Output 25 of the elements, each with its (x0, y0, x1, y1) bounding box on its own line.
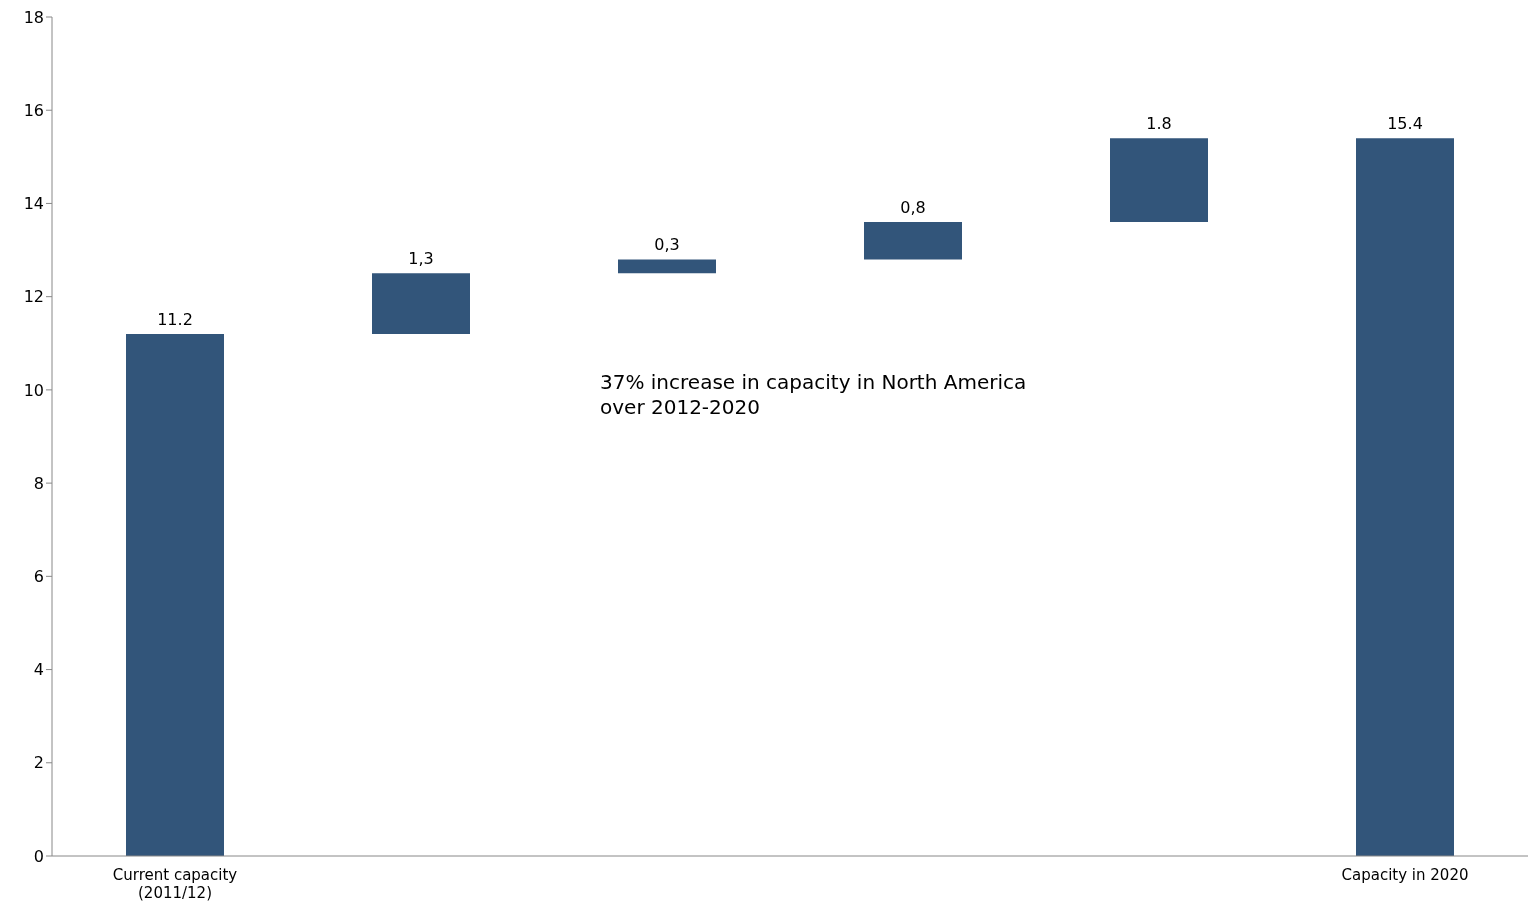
y-tick-label: 4 (33, 660, 44, 680)
y-tick-label: 18 (23, 7, 44, 27)
bar (1356, 138, 1454, 856)
y-tick-label: 14 (23, 194, 44, 214)
data-label: 1.8 (1146, 114, 1172, 134)
data-label: 0,8 (900, 198, 926, 218)
bar (864, 222, 962, 260)
y-tick-label: 16 (23, 100, 44, 120)
y-tick-label: 8 (33, 473, 44, 493)
y-tick-label: 2 (33, 753, 44, 773)
y-tick-label: 6 (33, 567, 44, 587)
y-tick-label: 12 (23, 287, 44, 307)
data-label: 11.2 (157, 309, 193, 329)
data-label: 15.4 (1387, 114, 1423, 134)
y-tick-label: 0 (33, 846, 44, 866)
bar (126, 333, 224, 856)
data-label: 0,3 (654, 235, 680, 255)
bar (372, 273, 470, 334)
data-label: 1,3 (408, 249, 434, 269)
x-tick-label: Capacity in 2020 (1341, 866, 1469, 884)
bar (1110, 138, 1208, 223)
y-tick-label: 10 (23, 380, 44, 400)
bar (618, 259, 716, 274)
annotation: 37% increase in capacity in North America over 2012-2020 (600, 370, 1027, 420)
x-tick-label: Current capacity (2011/12) (112, 866, 238, 902)
